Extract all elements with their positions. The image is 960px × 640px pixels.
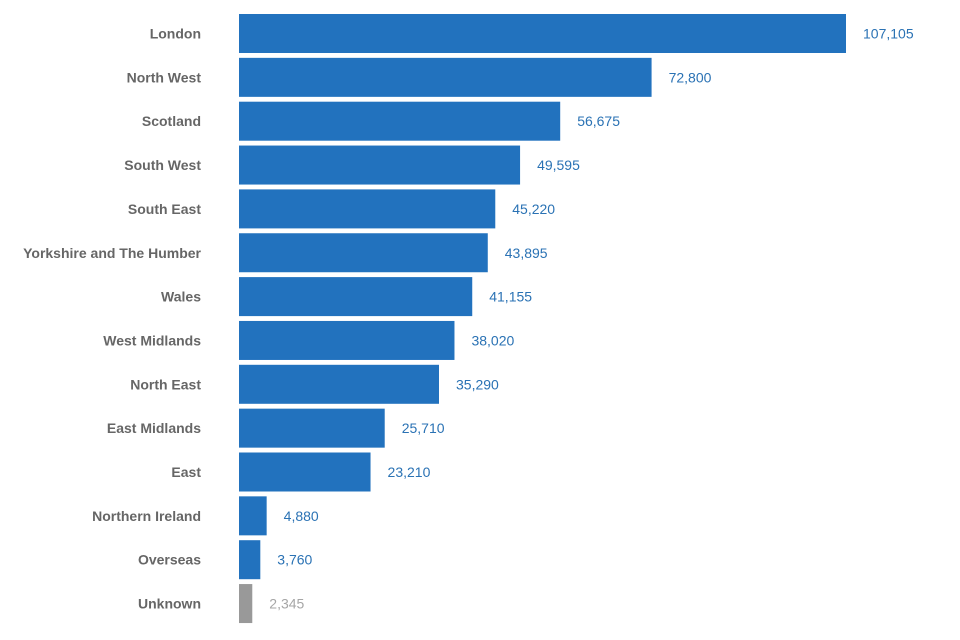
- bar-overseas: [239, 540, 260, 579]
- category-label-north-west: North West: [127, 69, 202, 85]
- value-label-west-midlands: 38,020: [471, 332, 514, 348]
- value-label-north-west: 72,800: [669, 69, 712, 85]
- bar-wales: [239, 277, 472, 316]
- value-label-unknown: 2,345: [269, 596, 304, 612]
- bar-northern-ireland: [239, 496, 267, 535]
- value-label-east-midlands: 25,710: [402, 420, 445, 436]
- bar-east-midlands: [239, 409, 385, 448]
- bar-north-east: [239, 365, 439, 404]
- value-label-overseas: 3,760: [277, 552, 312, 568]
- category-labels: London North West Scotland South West South …: [23, 26, 201, 612]
- value-label-london: 107,105: [863, 26, 914, 42]
- category-label-north-east: North East: [130, 376, 201, 392]
- bar-yorkshire-and-the-humber: [239, 233, 488, 272]
- bar-london: [239, 14, 846, 53]
- value-label-northern-ireland: 4,880: [284, 508, 319, 524]
- category-label-east: East: [171, 464, 201, 480]
- category-label-london: London: [150, 26, 201, 42]
- category-label-west-midlands: West Midlands: [103, 332, 201, 348]
- bar-south-west: [239, 146, 520, 185]
- bar-south-east: [239, 189, 495, 228]
- category-label-wales: Wales: [161, 289, 201, 305]
- value-label-east: 23,210: [388, 464, 431, 480]
- value-label-south-east: 45,220: [512, 201, 555, 217]
- bar-north-west: [239, 58, 652, 97]
- category-label-unknown: Unknown: [138, 596, 201, 612]
- value-label-wales: 41,155: [489, 289, 532, 305]
- value-label-south-west: 49,595: [537, 157, 580, 173]
- bars-layer: [239, 14, 846, 623]
- category-label-south-east: South East: [128, 201, 201, 217]
- bar-west-midlands: [239, 321, 454, 360]
- value-label-scotland: 56,675: [577, 113, 620, 129]
- category-label-northern-ireland: Northern Ireland: [92, 508, 201, 524]
- category-label-yorkshire-and-the-humber: Yorkshire and The Humber: [23, 245, 201, 261]
- category-label-south-west: South West: [124, 157, 201, 173]
- bar-unknown: [239, 584, 252, 623]
- bar-scotland: [239, 102, 560, 141]
- category-label-overseas: Overseas: [138, 552, 201, 568]
- value-label-yorkshire-and-the-humber: 43,895: [505, 245, 548, 261]
- category-label-east-midlands: East Midlands: [107, 420, 201, 436]
- value-label-north-east: 35,290: [456, 376, 499, 392]
- bar-east: [239, 453, 371, 492]
- category-label-scotland: Scotland: [142, 113, 201, 129]
